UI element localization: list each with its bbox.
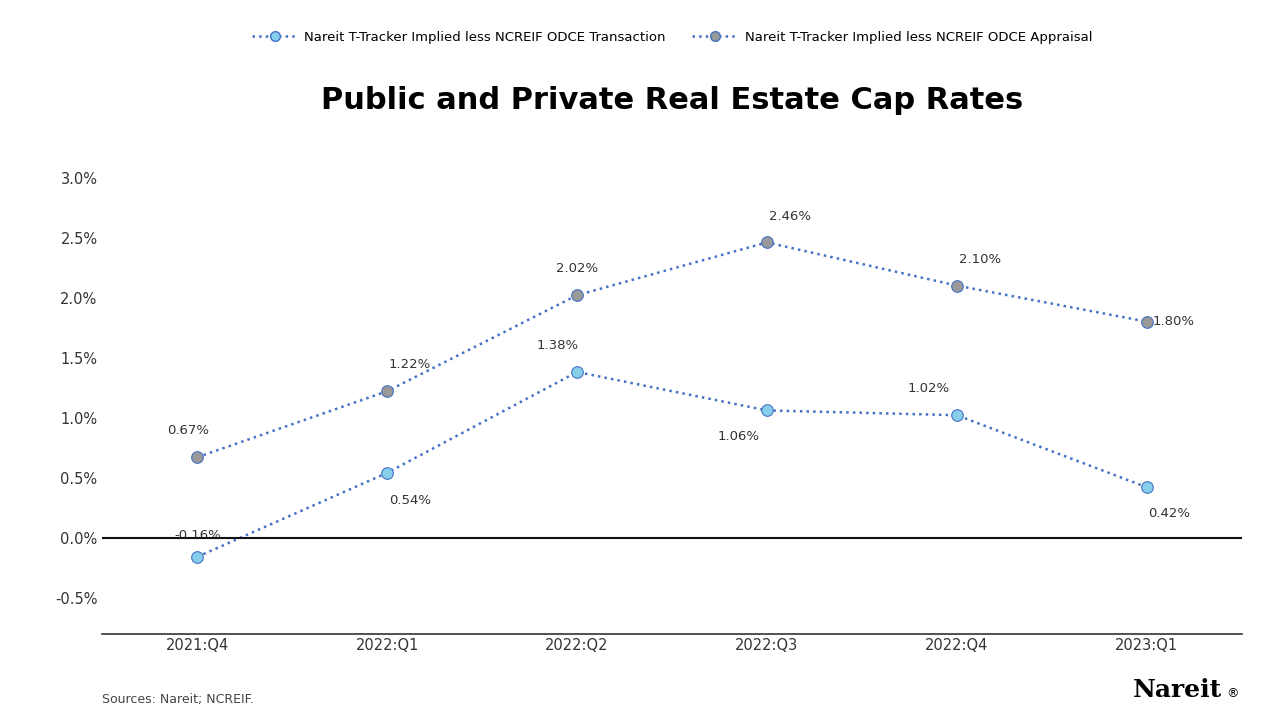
Title: Public and Private Real Estate Cap Rates: Public and Private Real Estate Cap Rates: [321, 86, 1023, 114]
Text: 2.02%: 2.02%: [556, 262, 598, 275]
Point: [187, 451, 207, 463]
Legend: Nareit T-Tracker Implied less NCREIF ODCE Transaction, Nareit T-Tracker Implied : Nareit T-Tracker Implied less NCREIF ODC…: [246, 25, 1098, 49]
Text: 2.10%: 2.10%: [959, 253, 1001, 266]
Point: [187, 551, 207, 562]
Point: [567, 366, 588, 378]
Text: 1.38%: 1.38%: [538, 339, 579, 352]
Text: 1.02%: 1.02%: [908, 382, 950, 395]
Point: [946, 280, 966, 292]
Text: 0.42%: 0.42%: [1148, 507, 1190, 520]
Text: Nareit: Nareit: [1133, 678, 1222, 702]
Text: 1.80%: 1.80%: [1152, 315, 1194, 328]
Text: -0.16%: -0.16%: [174, 528, 220, 541]
Point: [756, 405, 777, 416]
Point: [756, 237, 777, 248]
Text: 2.46%: 2.46%: [769, 210, 810, 222]
Point: [376, 467, 397, 479]
Point: [946, 410, 966, 421]
Point: [567, 289, 588, 301]
Point: [1137, 482, 1157, 493]
Text: 0.67%: 0.67%: [166, 424, 209, 437]
Point: [376, 385, 397, 397]
Text: ®: ®: [1226, 687, 1239, 700]
Text: 1.22%: 1.22%: [389, 359, 431, 372]
Text: 1.06%: 1.06%: [718, 431, 759, 444]
Text: Sources: Nareit; NCREIF.: Sources: Nareit; NCREIF.: [102, 693, 255, 706]
Text: 0.54%: 0.54%: [389, 494, 431, 507]
Point: [1137, 316, 1157, 328]
